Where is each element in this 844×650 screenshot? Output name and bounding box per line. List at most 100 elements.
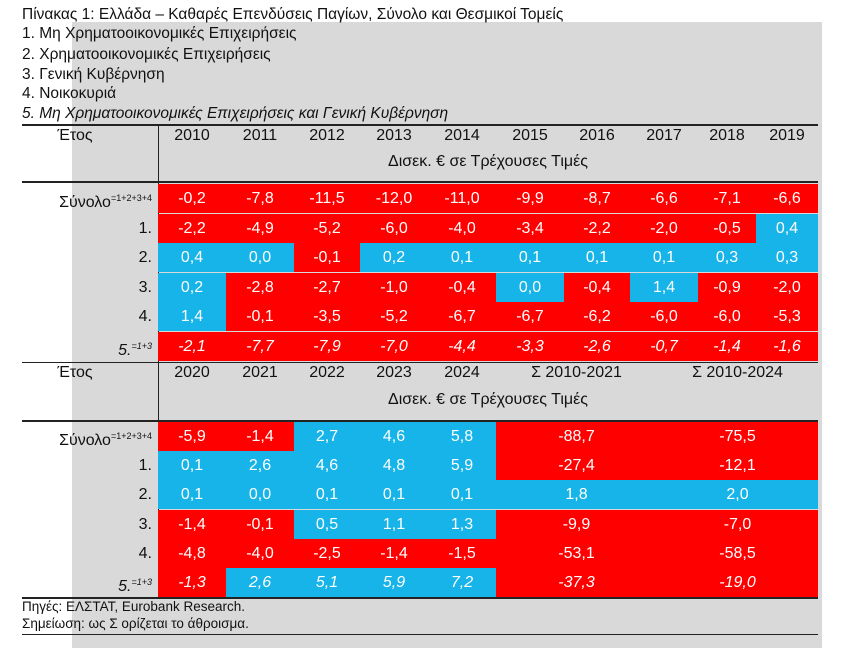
t1-column-header: 2019 [769, 127, 805, 144]
t1-table-cell: -8,7 [564, 184, 630, 213]
t1-table-cell: 0,1 [630, 243, 698, 272]
t1-table-cell: 1,4 [630, 272, 698, 302]
t1-table-cell: -5,2 [360, 302, 428, 331]
t1-table-cell: -2,2 [564, 213, 630, 243]
table2-year-label: Έτος [57, 364, 93, 381]
t1-table-cell: -3,3 [496, 331, 564, 361]
t1-row-label: 5.=1+3 [118, 340, 152, 359]
t1-table-cell: 0,3 [698, 243, 756, 272]
t1-row-label: Σύνολο=1+2+3+4 [59, 193, 152, 211]
t2-row-label: 5.=1+3 [118, 577, 152, 595]
t1-column-header: 2016 [579, 127, 615, 144]
t1-table-cell: -7,7 [226, 331, 294, 361]
t2-table-cell: 5,8 [428, 422, 496, 451]
t2-table-cell: 1,3 [428, 509, 496, 539]
t1-table-cell: 1,4 [158, 302, 226, 331]
table2-header-rule [22, 420, 818, 422]
t2-table-cell: -4,8 [158, 538, 226, 568]
t2-table-cell: -37,3 [496, 568, 657, 597]
t1-column-header: 2018 [709, 127, 745, 144]
t1-table-cell: 0,1 [564, 243, 630, 272]
t1-table-cell: -0,1 [294, 243, 360, 272]
table1-header-rule [22, 181, 818, 183]
t1-table-cell: -2,8 [226, 272, 294, 302]
legend-line-3: 3. Γενική Κυβέρνηση [22, 66, 165, 83]
t2-table-cell: -9,9 [496, 509, 657, 539]
t1-table-cell: -6,2 [564, 302, 630, 331]
t1-table-cell: -2,6 [564, 331, 630, 361]
t1-column-header: 2012 [309, 127, 345, 144]
t1-table-cell: -1,6 [756, 331, 818, 361]
table2-unit-label: Δισεκ. € σε Τρέχουσες Τιμές [388, 391, 588, 408]
footer-rule [22, 634, 818, 635]
t2-table-cell: 5,9 [428, 451, 496, 481]
t2-table-cell: -4,0 [226, 538, 294, 568]
t1-table-cell: -2,1 [158, 331, 226, 361]
t2-table-cell: 5,1 [294, 568, 360, 597]
t1-column-header: 2015 [512, 127, 548, 144]
t1-table-cell: -12,0 [360, 184, 428, 213]
t2-table-cell: 2,6 [226, 451, 294, 481]
t1-table-cell: -0,4 [564, 272, 630, 302]
t2-row-label: 1. [138, 457, 152, 475]
t2-table-cell: 0,1 [158, 480, 226, 510]
t1-column-header: 2014 [444, 127, 480, 144]
table1-year-label: Έτος [57, 127, 93, 144]
t2-column-header: Σ 2010-2021 [531, 364, 622, 381]
t2-table-cell: -7,0 [657, 509, 818, 539]
t2-table-cell: 1,8 [496, 480, 657, 510]
t1-table-cell: 0,0 [226, 243, 294, 272]
t2-table-cell: 4,6 [294, 451, 360, 481]
t1-table-cell: -4,9 [226, 213, 294, 243]
t2-table-cell: 2,6 [226, 568, 294, 597]
t2-table-cell: -1,4 [360, 538, 428, 568]
t2-table-cell: -1,4 [226, 422, 294, 451]
t1-table-cell: 0,2 [158, 272, 226, 302]
t2-table-cell: 5,9 [360, 568, 428, 597]
t2-table-cell: -88,7 [496, 422, 657, 451]
t2-table-cell: 0,1 [294, 480, 360, 510]
t1-table-cell: 0,4 [756, 213, 818, 243]
t1-row-label: 1. [138, 219, 152, 237]
t2-column-header: 2023 [376, 364, 412, 381]
t1-table-cell: -2,7 [294, 272, 360, 302]
t2-column-header: 2022 [309, 364, 345, 381]
t1-table-cell: -6,6 [630, 184, 698, 213]
t2-table-cell: 0,1 [360, 480, 428, 510]
t1-table-cell: -3,4 [496, 213, 564, 243]
table1-top-rule [22, 124, 818, 126]
t2-row-label: 2. [138, 486, 152, 504]
t2-column-header: 2024 [444, 364, 480, 381]
t1-table-cell: -4,4 [428, 331, 496, 361]
t1-table-cell: -0,1 [226, 302, 294, 331]
t1-table-cell: -6,0 [698, 302, 756, 331]
t1-table-cell: 0,2 [360, 243, 428, 272]
table1-bottom-rule [22, 362, 818, 363]
t2-column-header: 2020 [174, 364, 210, 381]
t1-row-label: 3. [138, 278, 152, 296]
t2-table-cell: 4,8 [360, 451, 428, 481]
t2-table-cell: -27,4 [496, 451, 657, 481]
t1-table-cell: -0,4 [428, 272, 496, 302]
t2-table-cell: 4,6 [360, 422, 428, 451]
legend-line-4: 4. Νοικοκυριά [22, 85, 117, 102]
t1-table-cell: -1,0 [360, 272, 428, 302]
t2-column-header: 2021 [242, 364, 278, 381]
t1-table-cell: -3,5 [294, 302, 360, 331]
t1-table-cell: -0,5 [698, 213, 756, 243]
t1-table-cell: -5,2 [294, 213, 360, 243]
t1-column-header: 2010 [174, 127, 210, 144]
t1-table-cell: -9,9 [496, 184, 564, 213]
t1-table-cell: -0,2 [158, 184, 226, 213]
sources-note: Πηγές: ΕΛΣΤΑΤ, Eurobank Research. [22, 599, 245, 614]
t2-table-cell: 7,2 [428, 568, 496, 597]
t1-row-label: 2. [138, 249, 152, 266]
t1-table-cell: 0,3 [756, 243, 818, 272]
t2-table-cell: -75,5 [657, 422, 818, 451]
t2-table-cell: -12,1 [657, 451, 818, 481]
legend-line-5: 5. Μη Χρηματοοικονομικές Επιχειρήσεις κα… [22, 105, 449, 122]
t1-table-cell: -7,8 [226, 184, 294, 213]
t1-table-cell: -6,0 [630, 302, 698, 331]
t2-table-cell: -1,3 [158, 568, 226, 597]
t1-table-cell: -6,7 [428, 302, 496, 331]
